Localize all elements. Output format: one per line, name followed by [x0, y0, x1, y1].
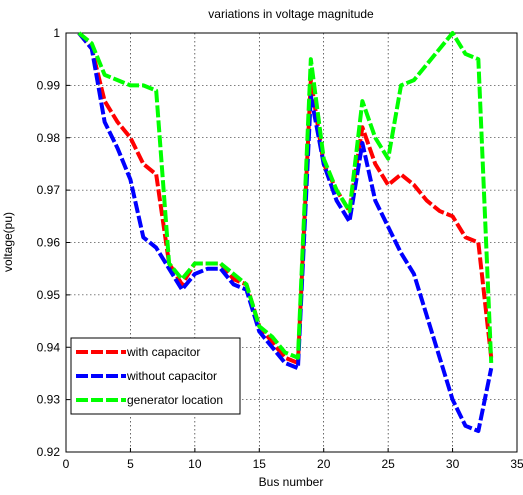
x-tick-label: 25: [381, 457, 395, 471]
x-tick-label: 10: [188, 457, 202, 471]
x-tick-label: 0: [63, 457, 70, 471]
y-axis-title: voltage(pu): [1, 212, 15, 272]
chart-title: variations in voltage magnitude: [208, 7, 374, 21]
axes: 0 5 10 15 20 25 30 35 0.92 0.93 0.94 0.95 0.96 0.97 0.…: [37, 26, 523, 471]
x-tick-label: 30: [446, 457, 460, 471]
legend-label: with capacitor: [126, 345, 200, 359]
y-tick-label: 0.95: [37, 288, 61, 302]
y-tick-label: 0.94: [37, 340, 61, 354]
x-tick-label: 5: [127, 457, 134, 471]
y-tick-label: 0.99: [37, 78, 61, 92]
y-tick-label: 1: [53, 26, 60, 40]
x-tick-label: 35: [510, 457, 523, 471]
y-tick-label: 0.93: [37, 393, 61, 407]
legend: with capacitor without capacitor generator…: [70, 337, 241, 415]
series-line-with-capacitor: [77, 31, 494, 365]
series-line-generator-location: [77, 31, 494, 364]
y-tick-label: 0.92: [37, 445, 61, 459]
x-tick-label: 15: [253, 457, 267, 471]
y-tick-label: 0.98: [37, 131, 61, 145]
y-tick-label: 0.97: [37, 183, 61, 197]
x-tick-label: 20: [317, 457, 331, 471]
x-axis-title: Bus number: [259, 475, 324, 489]
series-line-without-capacitor: [77, 31, 494, 434]
legend-label: without capacitor: [126, 369, 217, 383]
legend-label: generator location: [127, 393, 223, 407]
series-lines: [77, 31, 494, 434]
y-tick-label: 0.96: [37, 236, 61, 250]
